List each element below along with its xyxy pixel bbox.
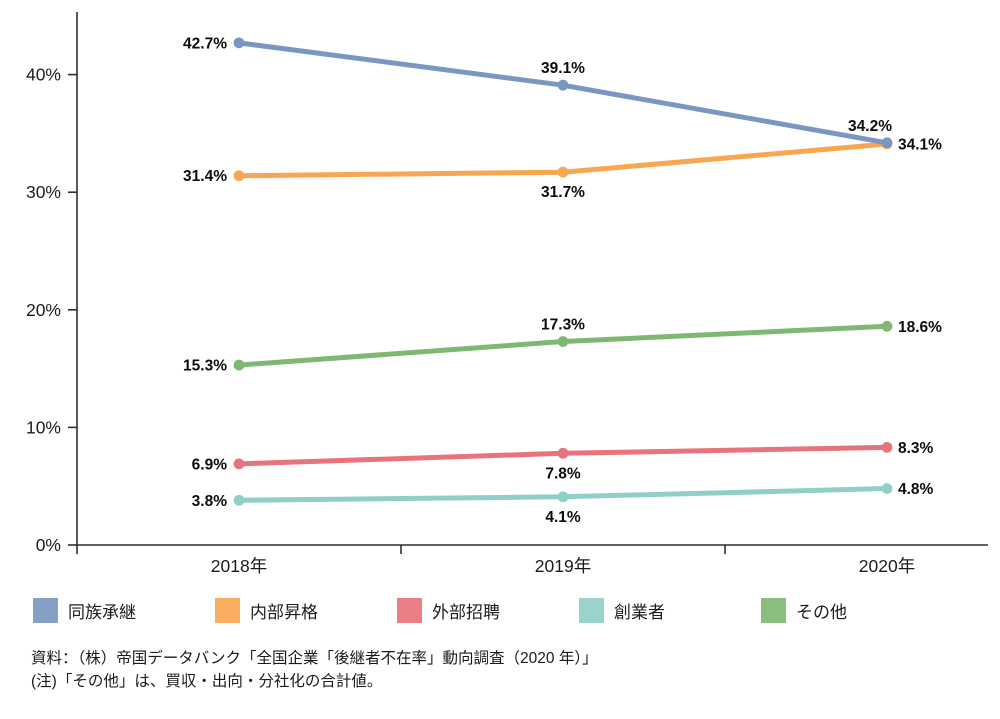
data-point-label: 39.1% [541,60,585,77]
data-point [557,491,569,503]
data-point [557,336,569,347]
y-tick-label: 0% [36,535,61,555]
data-point [557,166,569,178]
legend-swatch-icon [33,597,58,623]
footer: 資料：（株）帝国データバンク「全国企業「後継者不在率」動向調査（2020 年）」… [0,647,1000,693]
legend-swatch-icon [579,597,604,623]
legend-item-3: 創業者 [579,597,761,623]
legend-swatch-icon [397,597,422,623]
data-point-label: 6.9% [192,456,228,473]
data-point [881,441,893,453]
legend-swatch-icon [215,597,240,623]
legend-label: 外部招聘 [432,602,500,622]
series-line-0 [236,40,890,146]
legend-label: 同族承継 [68,602,136,622]
data-point-label: 4.8% [898,481,934,498]
legend: 同族承継 内部昇格 外部招聘 創業者 その他 [0,597,1000,623]
legend-label: 内部昇格 [250,602,318,622]
data-point [233,494,245,506]
data-point-label: 31.4% [183,168,227,185]
data-point-label: 4.1% [545,509,581,526]
data-point-label: 15.3% [183,358,227,375]
legend-label: その他 [796,602,847,622]
data-point [881,320,893,332]
data-point [233,37,245,49]
data-point [557,79,569,91]
data-point [233,458,245,470]
x-tick-label: 2020年 [859,556,915,575]
y-tick-label: 40% [26,65,61,85]
legend-label: 創業者 [614,602,665,622]
data-point [881,137,893,149]
data-point-label: 8.3% [898,440,934,457]
data-point-label: 34.2% [848,118,892,135]
data-point-label: 18.6% [898,319,942,336]
legend-item-1: 内部昇格 [215,597,397,623]
data-point-label: 7.8% [545,465,581,482]
legend-item-2: 外部招聘 [397,597,579,623]
data-point-label: 31.7% [541,184,585,201]
y-tick-label: 10% [26,417,61,437]
y-tick-label: 30% [26,182,61,202]
data-point-label: 3.8% [192,493,228,510]
legend-swatch-icon [761,597,786,623]
data-point [557,447,569,459]
data-point [233,359,245,371]
data-point-label: 17.3% [541,317,585,334]
data-point-label: 34.1% [898,136,942,153]
data-point [881,483,893,494]
line-chart: 0% 10% 20% 30% 40% 2018年 2019年 2020年 42.7% 39.1% 3… [26,12,988,575]
data-point-label: 42.7% [183,35,227,52]
data-point [233,170,245,182]
other-definition-note: (注)「その他」は、買収・出向・分社化の合計値。 [31,673,383,690]
legend-item-0: 同族承継 [33,597,215,623]
x-tick-label: 2019年 [535,556,591,575]
legend-item-4: その他 [761,597,943,623]
source-note: 資料：（株）帝国データバンク「全国企業「後継者不在率」動向調査（2020 年）」 [31,650,598,667]
x-tick-label: 2018年 [211,556,267,575]
y-tick-label: 20% [26,300,61,320]
